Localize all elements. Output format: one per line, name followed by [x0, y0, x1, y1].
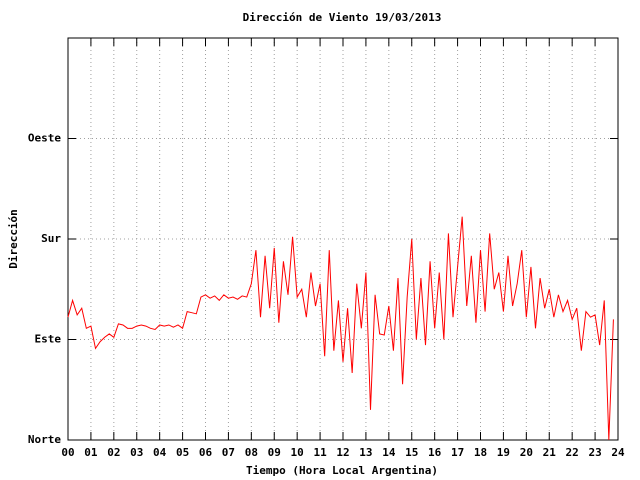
x-tick-label: 08	[245, 446, 258, 459]
x-axis-label: Tiempo (Hora Local Argentina)	[246, 464, 438, 477]
x-tick-label: 18	[474, 446, 487, 459]
y-tick-label: Este	[35, 333, 62, 346]
data-line	[67, 216, 614, 441]
x-tick-label: 13	[359, 446, 372, 459]
x-tick-label: 06	[199, 446, 213, 459]
x-tick-label: 04	[153, 446, 167, 459]
x-tick-label: 20	[520, 446, 533, 459]
x-tick-label: 23	[588, 446, 601, 459]
x-tick-label: 21	[543, 446, 557, 459]
x-tick-label: 22	[566, 446, 579, 459]
x-tick-label: 11	[313, 446, 327, 459]
x-tick-label: 19	[497, 446, 510, 459]
x-tick-label: 17	[451, 446, 464, 459]
plot-border	[67, 37, 619, 441]
y-axis-label: Dirección	[7, 209, 20, 269]
x-tick-label: 02	[107, 446, 120, 459]
chart-title: Dirección de Viento 19/03/2013	[243, 11, 442, 24]
x-tick-label: 12	[336, 446, 349, 459]
x-tick-label: 10	[291, 446, 304, 459]
x-tick-label: 09	[268, 446, 281, 459]
x-tick-label: 24	[611, 446, 625, 459]
x-tick-label: 03	[130, 446, 143, 459]
y-tick-label: Norte	[28, 433, 61, 446]
x-tick-label: 07	[222, 446, 235, 459]
x-tick-label: 05	[176, 446, 189, 459]
x-tick-label: 00	[61, 446, 74, 459]
x-tick-label: 14	[382, 446, 396, 459]
y-tick-label: Sur	[41, 232, 61, 245]
x-tick-label: 16	[428, 446, 442, 459]
x-tick-label: 15	[405, 446, 418, 459]
y-tick-label: Oeste	[28, 132, 61, 145]
x-tick-label: 01	[84, 446, 98, 459]
